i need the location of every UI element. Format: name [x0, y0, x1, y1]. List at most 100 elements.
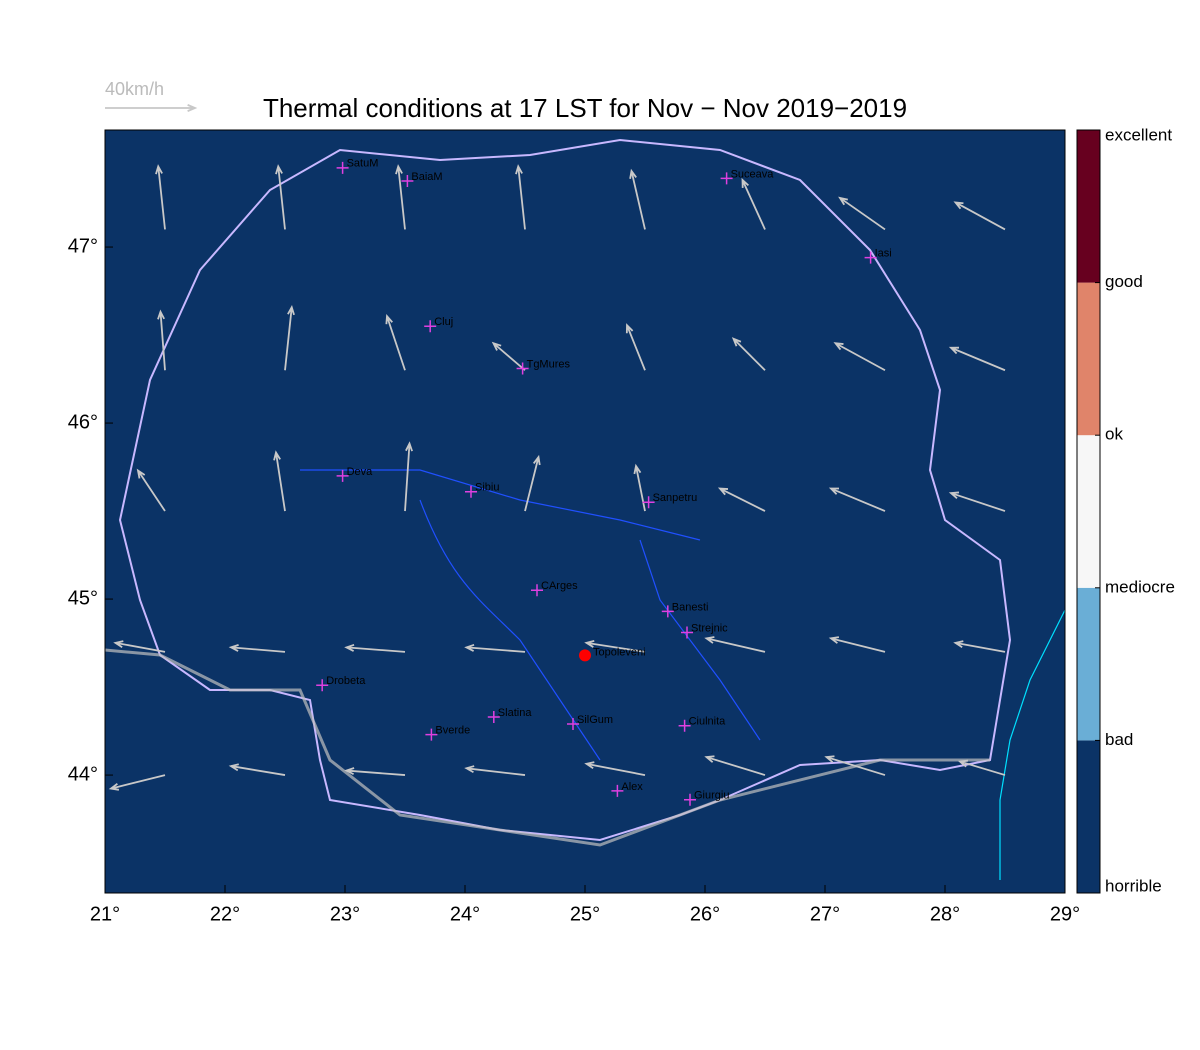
wind-arrow [491, 341, 526, 371]
wind-arrow [731, 337, 766, 371]
wind-arrow [704, 636, 766, 653]
x-tick-label: 27° [810, 903, 840, 925]
wind-arrow [957, 759, 1006, 776]
wind-arrow [136, 468, 166, 512]
colorbar-band [1077, 130, 1100, 283]
station-label: Banesti [672, 601, 709, 613]
station-marker [864, 251, 877, 264]
wind-arrow [717, 487, 766, 512]
wind-arrow [157, 309, 166, 371]
station-marker [642, 496, 655, 509]
station-marker [678, 719, 691, 732]
y-tick-label: 45° [68, 587, 98, 609]
y-tick-label: 47° [68, 235, 98, 257]
wind-arrow [833, 342, 886, 372]
colorbar-label: mediocre [1105, 577, 1175, 596]
title: Thermal conditions at 17 LST for Nov − N… [263, 93, 907, 123]
station-label: BaiaM [411, 171, 442, 183]
station-marker [684, 793, 696, 806]
wind-arrow [284, 304, 295, 371]
x-tick-label: 21° [90, 903, 120, 925]
rivers [300, 469, 761, 761]
y-tick-label: 44° [68, 763, 98, 785]
wind-arrow [948, 491, 1006, 512]
wind-arrow [625, 323, 646, 371]
site-marker [579, 649, 591, 662]
station-label: SatuM [347, 158, 379, 170]
station-label: Sanpetru [653, 492, 698, 504]
x-tick-label: 25° [570, 903, 600, 925]
station-marker [567, 718, 579, 731]
colorbar-frame [1076, 129, 1101, 894]
colorbar-label: excellent [1105, 125, 1172, 144]
colorbar-label: good [1105, 272, 1143, 291]
wind-arrow [395, 164, 406, 230]
station-marker [516, 362, 529, 375]
station-marker [681, 626, 693, 639]
wind-arrow [828, 636, 886, 653]
station-marker [487, 710, 500, 723]
wind-arrow [524, 454, 541, 512]
wind-arrow [344, 767, 406, 776]
station-label: Drobeta [326, 675, 366, 687]
wind-arrow [584, 761, 646, 776]
station-label: Cluj [434, 316, 453, 328]
wind-arrow [633, 463, 646, 512]
wind-arrow [275, 164, 286, 230]
x-tick-label: 22° [210, 903, 240, 925]
coastline [999, 609, 1066, 880]
station-label: Ciulnita [689, 716, 727, 728]
wind-arrow [828, 487, 886, 512]
station-marker [316, 679, 329, 692]
station-label: Deva [347, 466, 374, 478]
wind-arrow [741, 177, 766, 230]
station-label: Bverde [435, 724, 470, 736]
x-tick-label: 28° [930, 903, 960, 925]
wind-arrow [228, 644, 286, 653]
station-marker [336, 469, 349, 482]
station-label: Alex [621, 781, 643, 793]
station-label: SilGum [577, 714, 613, 726]
wind-arrow [824, 755, 886, 776]
colorbar-band [1077, 587, 1100, 741]
wind-arrow [228, 763, 286, 776]
x-tick-label: 24° [450, 903, 480, 925]
map-background [105, 130, 1065, 893]
wind-arrow [344, 643, 406, 653]
x-tick-label: 26° [690, 903, 720, 925]
wind-scale-label: 40km/h [105, 79, 164, 99]
wind-arrow [515, 164, 526, 230]
station-label: Suceava [731, 168, 775, 180]
wind-scale-arrow [105, 104, 198, 112]
wind-arrow [704, 755, 766, 776]
station-label: Giurgiu [694, 790, 729, 802]
y-tick-label: 46° [68, 411, 98, 433]
danube [104, 648, 990, 847]
station-marker [661, 605, 674, 618]
colorbar-label: horrible [1105, 876, 1162, 895]
colorbar-band [1077, 435, 1100, 588]
station-label: Sibiu [475, 482, 499, 494]
station-label: TgMures [527, 358, 571, 370]
station-marker [465, 485, 477, 498]
station-marker [531, 584, 543, 597]
wind-arrow [953, 640, 1006, 653]
station-marker [720, 172, 733, 185]
station-marker [424, 320, 437, 333]
colorbar-label: bad [1105, 730, 1133, 749]
wind-arrow [948, 346, 1006, 372]
station-marker [611, 784, 624, 797]
x-tick-label: 23° [330, 903, 360, 925]
colorbar-band [1077, 282, 1100, 436]
wind-arrow [155, 164, 166, 230]
station-marker [425, 728, 438, 741]
wind-arrow [953, 201, 1006, 231]
site-label: Topoleveni [593, 646, 646, 658]
wind-arrow [404, 441, 413, 512]
station-label: Slatina [498, 707, 533, 719]
wind-arrow [584, 640, 646, 653]
wind-arrow [385, 314, 406, 371]
station-label: Strejnic [691, 622, 728, 634]
wind-arrow [108, 774, 166, 791]
